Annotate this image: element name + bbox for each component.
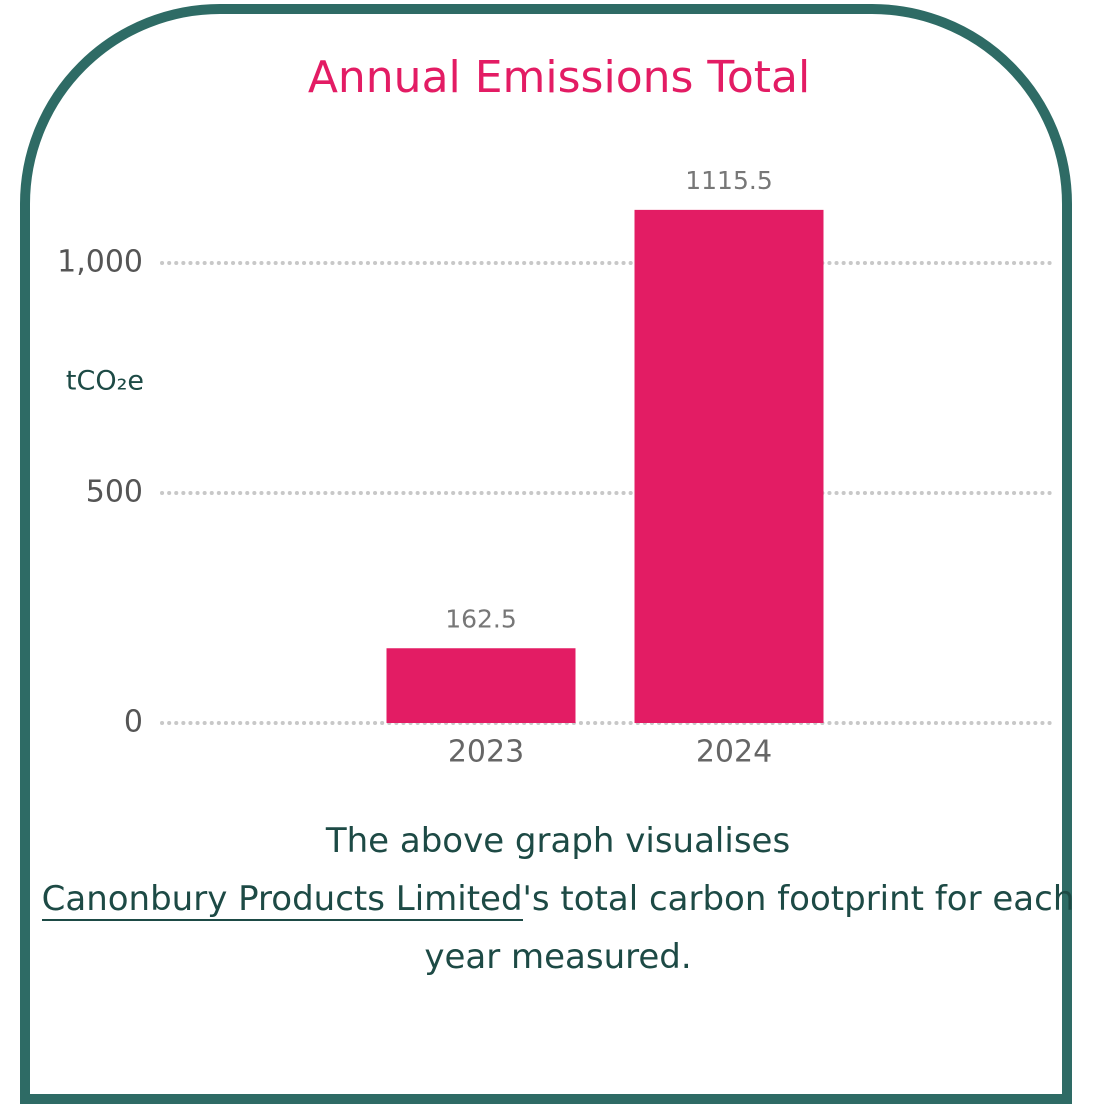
caption-text: The above graph visualises — [325, 821, 791, 861]
company-link[interactable]: Canonbury Products Limited — [41, 879, 523, 921]
y-tick-label: 500 — [86, 475, 143, 510]
chart: Annual Emissions Total tCO₂e 0 500 1,000 20… — [57, 52, 1058, 770]
page: Annual Emissions Total tCO₂e 0 500 1,000 20… — [20, 4, 1076, 1104]
data-label: 162.5 — [445, 604, 517, 633]
x-tick-label: 2023 — [448, 735, 524, 770]
x-tick-label: 2024 — [696, 735, 772, 770]
bar — [386, 648, 576, 723]
caption: The above graph visualises Canonbury Prod… — [40, 812, 1076, 986]
caption-text: 's total carbon footprint for each year … — [424, 879, 1075, 977]
y-axis-label: tCO₂e — [66, 366, 144, 397]
y-tick-label: 1,000 — [57, 245, 143, 280]
bar — [634, 209, 824, 723]
data-label: 1115.5 — [685, 166, 772, 195]
y-tick-label: 0 — [124, 705, 143, 740]
chart-title: Annual Emissions Total — [308, 52, 810, 103]
